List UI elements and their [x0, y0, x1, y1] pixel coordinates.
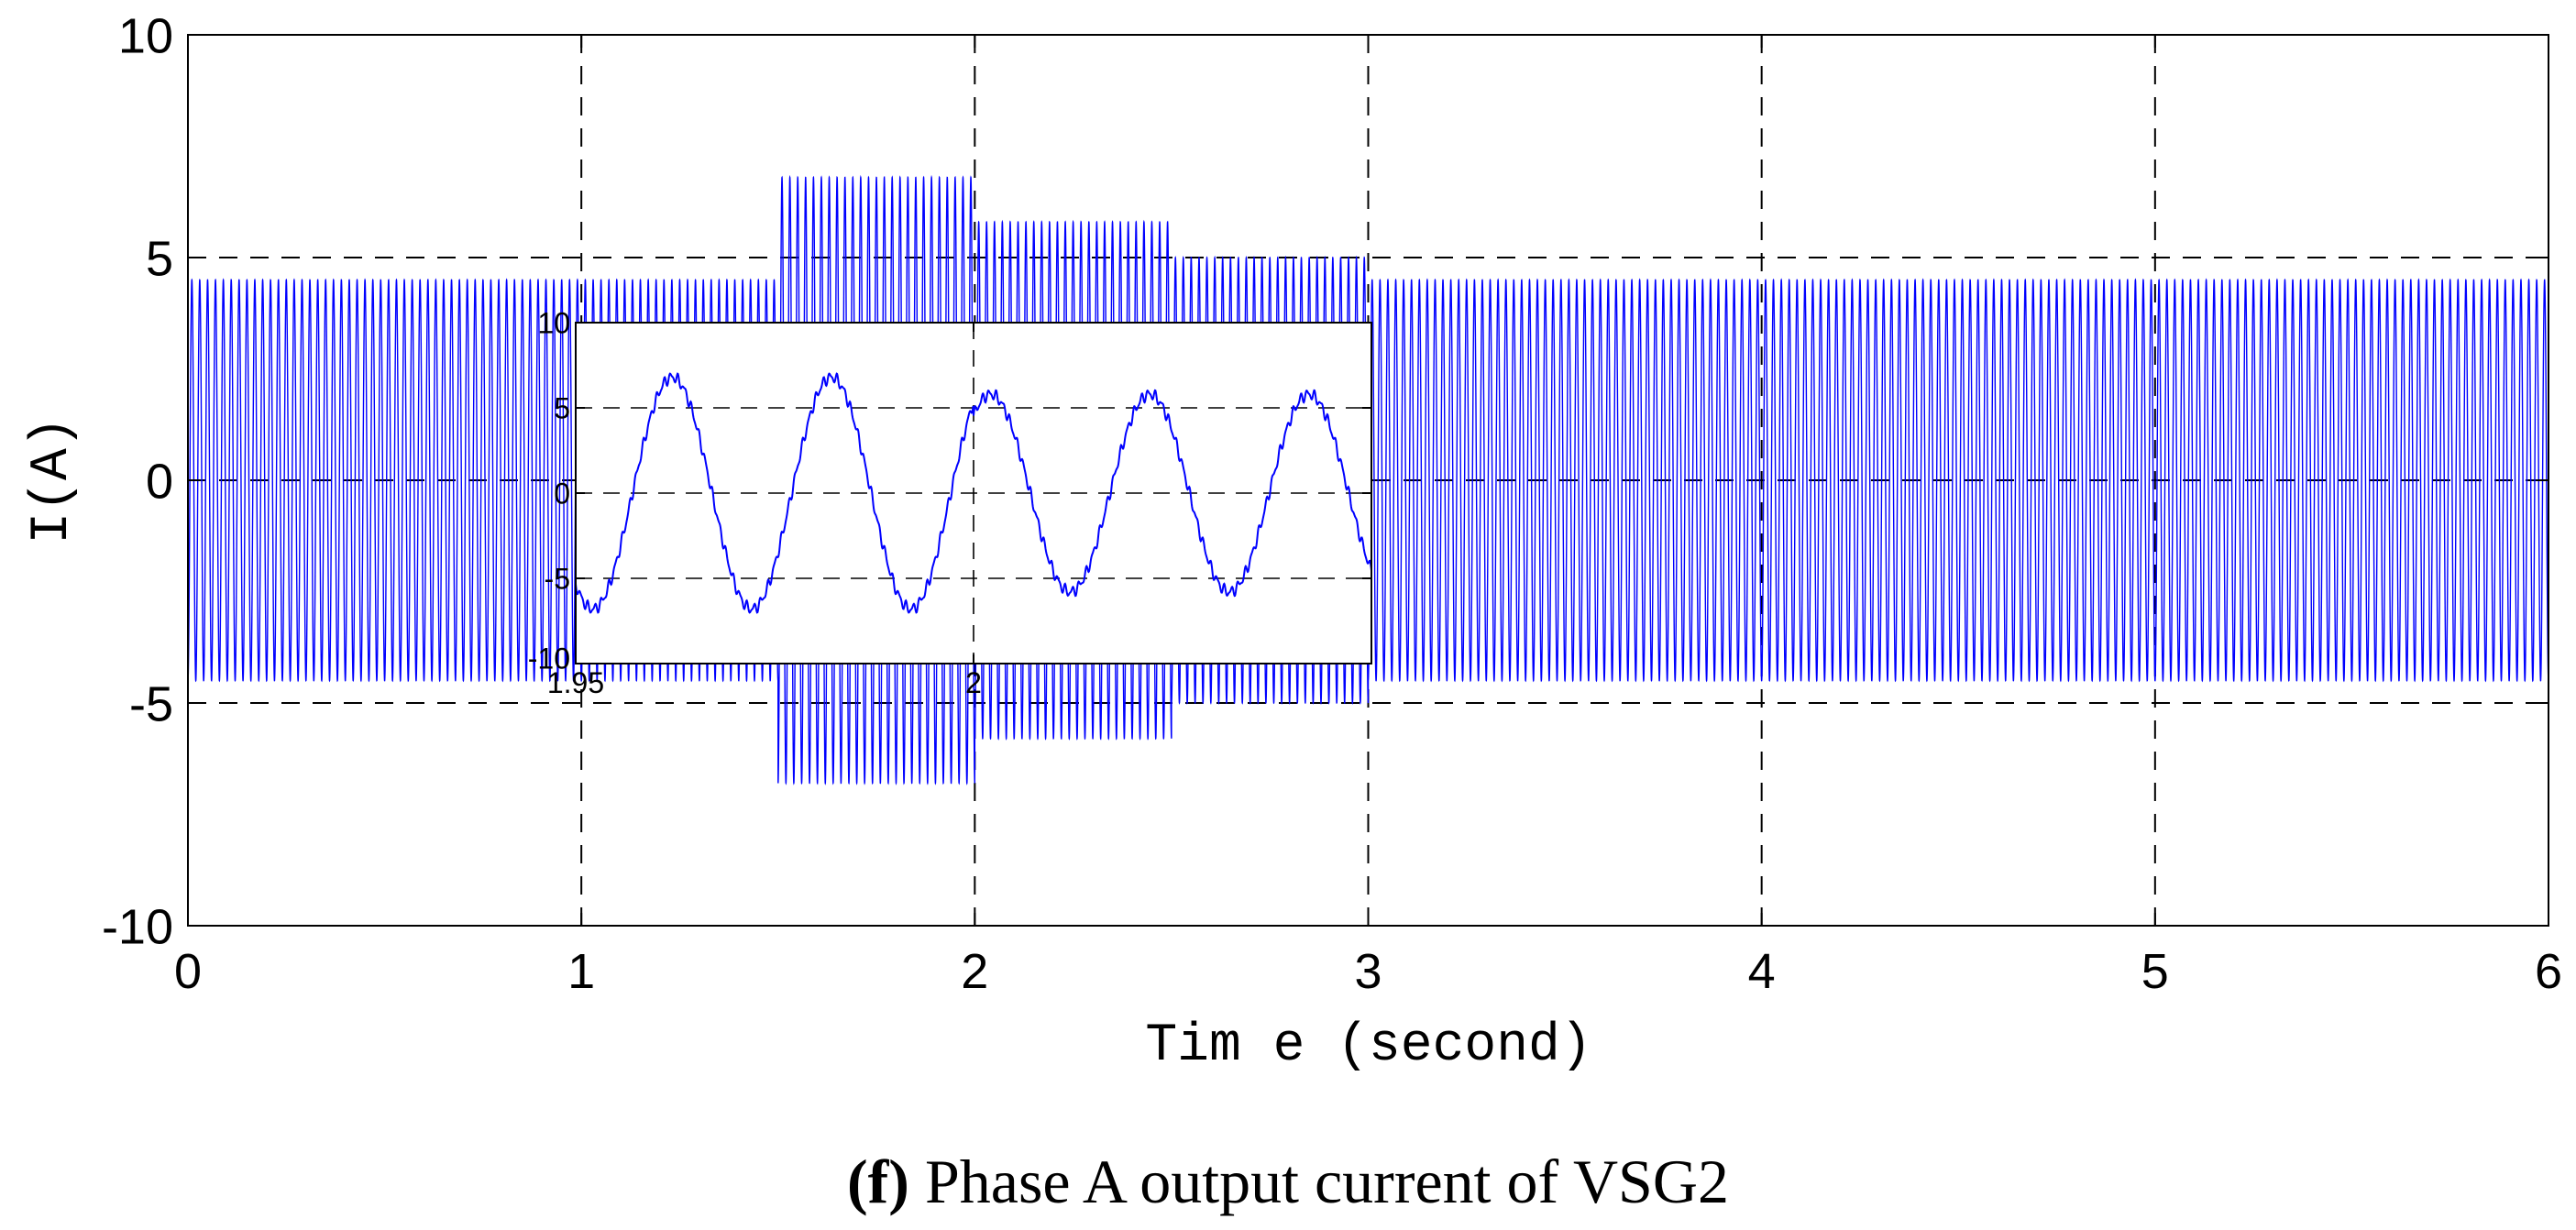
figure-caption: (f) Phase A output current of VSG2 — [847, 1147, 1729, 1216]
main-y-tick-label: -5 — [129, 676, 173, 731]
main-x-tick-label: 6 — [2535, 944, 2562, 999]
inset-plot: -10 -5 0 5 10 1.95 2 — [528, 307, 1372, 699]
y-axis-label: I(A) — [23, 416, 83, 544]
main-waveform — [187, 174, 2549, 785]
main-y-tick-label: 10 — [118, 8, 173, 63]
inset-x-tick-label: 1.95 — [547, 666, 604, 699]
caption-text: Phase A output current of VSG2 — [909, 1147, 1729, 1216]
main-y-tick-label: -10 — [102, 899, 173, 954]
main-y-tick-labels: -10 -5 0 5 10 — [102, 8, 173, 954]
main-y-tick-label: 5 — [146, 231, 173, 286]
inset-y-tick-label: 5 — [554, 392, 570, 425]
main-x-tick-labels: 0 1 2 3 4 5 6 — [174, 944, 2562, 999]
inset-y-tick-label: -5 — [545, 563, 570, 596]
main-series-line — [187, 174, 2549, 785]
inset-series-line — [575, 372, 1372, 614]
inset-y-tick-label: -10 — [528, 642, 570, 675]
inset-x-tick-labels: 1.95 2 — [547, 666, 982, 699]
main-x-tick-label: 3 — [1354, 944, 1382, 999]
caption-label: (f) — [847, 1147, 909, 1216]
main-ticks — [187, 34, 2549, 927]
main-x-tick-label: 5 — [2141, 944, 2169, 999]
inset-ticks — [575, 322, 1371, 664]
inset-waveform — [575, 372, 1372, 614]
inset-x-tick-label: 2 — [965, 666, 982, 699]
main-x-tick-label: 1 — [567, 944, 595, 999]
main-x-tick-label: 4 — [1748, 944, 1776, 999]
inset-y-tick-labels: -10 -5 0 5 10 — [528, 307, 570, 675]
inset-y-tick-label: 10 — [537, 307, 570, 340]
inset-y-tick-label: 0 — [554, 478, 570, 511]
main-y-tick-label: 0 — [146, 454, 173, 509]
main-x-tick-label: 0 — [174, 944, 202, 999]
x-axis-label: Tim e (second) — [1145, 1016, 1591, 1076]
main-x-tick-label: 2 — [961, 944, 988, 999]
